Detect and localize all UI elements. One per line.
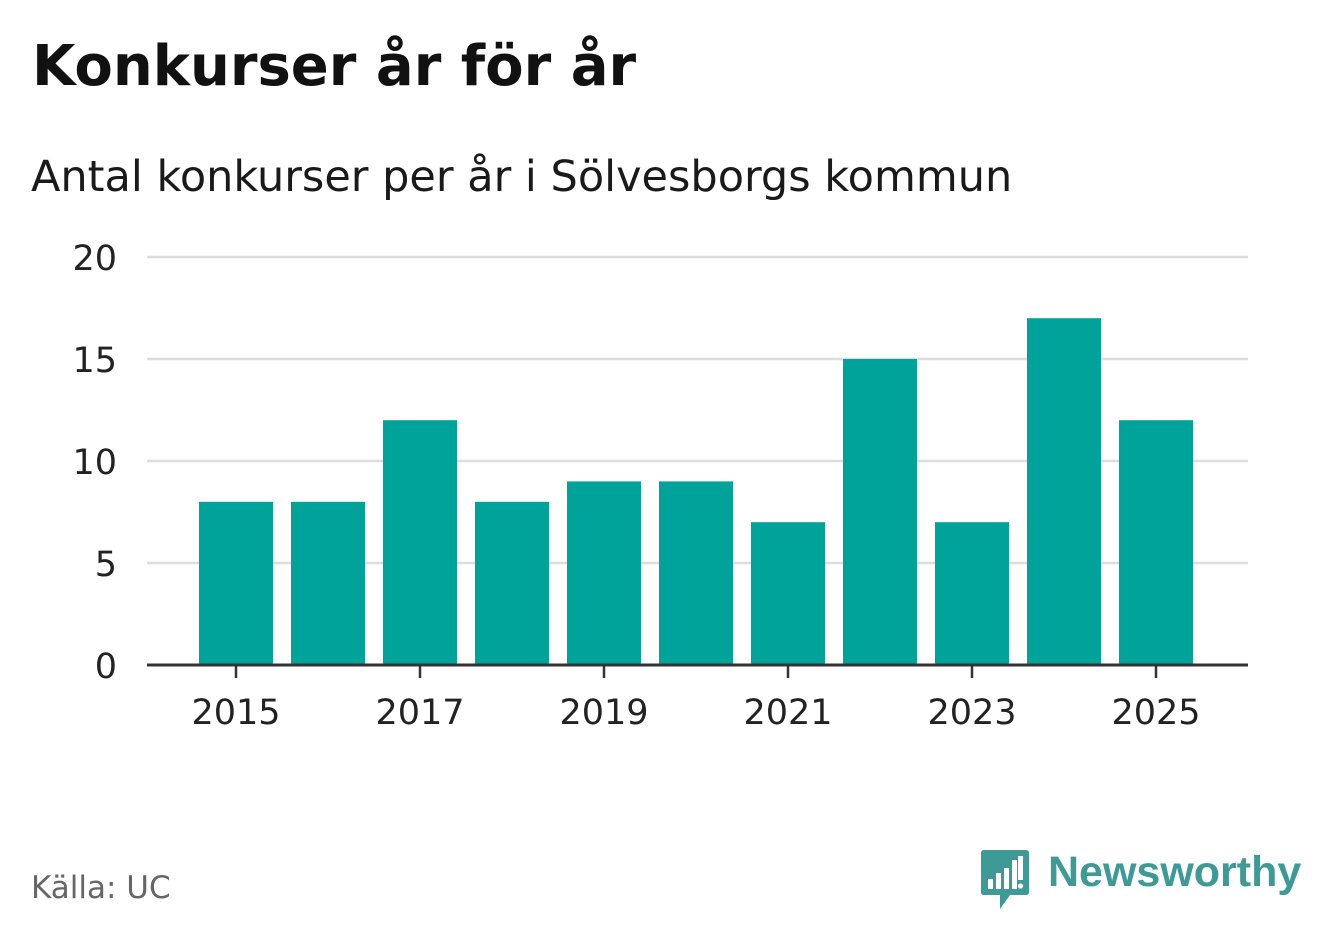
x-tick-label: 2025 (1111, 693, 1200, 733)
x-tick-label: 2021 (743, 693, 832, 733)
source-label: Källa: UC (31, 870, 171, 906)
x-tick-label: 2017 (375, 693, 464, 733)
x-tick-label: 2015 (191, 693, 280, 733)
y-tick-label: 20 (72, 239, 117, 279)
bars (199, 318, 1193, 665)
bar-2019 (567, 481, 641, 665)
y-tick-label: 0 (95, 647, 117, 687)
x-axis-labels: 2015 2017 2019 2021 2023 2025 (191, 693, 1200, 733)
y-tick-label: 10 (72, 443, 117, 483)
y-tick-label: 5 (95, 545, 117, 585)
bar-2018 (475, 501, 549, 665)
bar-chart-speech-bubble-icon (981, 850, 1029, 909)
bar-2017 (383, 420, 457, 665)
bar-2020 (659, 481, 733, 665)
x-tick-label: 2023 (927, 693, 1016, 733)
brand-name: Newsworthy (1048, 848, 1302, 896)
bar-2021 (751, 522, 825, 665)
y-axis-labels: 0 5 10 15 20 (72, 239, 117, 687)
bar-2024 (1027, 318, 1101, 665)
chart-subtitle: Antal konkurser per år i Sölvesborgs kom… (31, 152, 1013, 202)
chart-title: Konkurser år för år (32, 34, 637, 99)
bar-chart: 0 5 10 15 20 2015 2017 2019 2021 2023 2025 (72, 239, 1248, 733)
bar-2023 (935, 522, 1009, 665)
brand-logo: Newsworthy (980, 846, 1301, 912)
x-axis (147, 663, 1248, 678)
bar-2015 (199, 501, 273, 665)
bar-2016 (291, 501, 365, 665)
y-tick-label: 15 (72, 341, 117, 381)
bar-2022 (843, 359, 917, 665)
x-tick-label: 2019 (559, 693, 648, 733)
bar-2025 (1119, 420, 1193, 665)
